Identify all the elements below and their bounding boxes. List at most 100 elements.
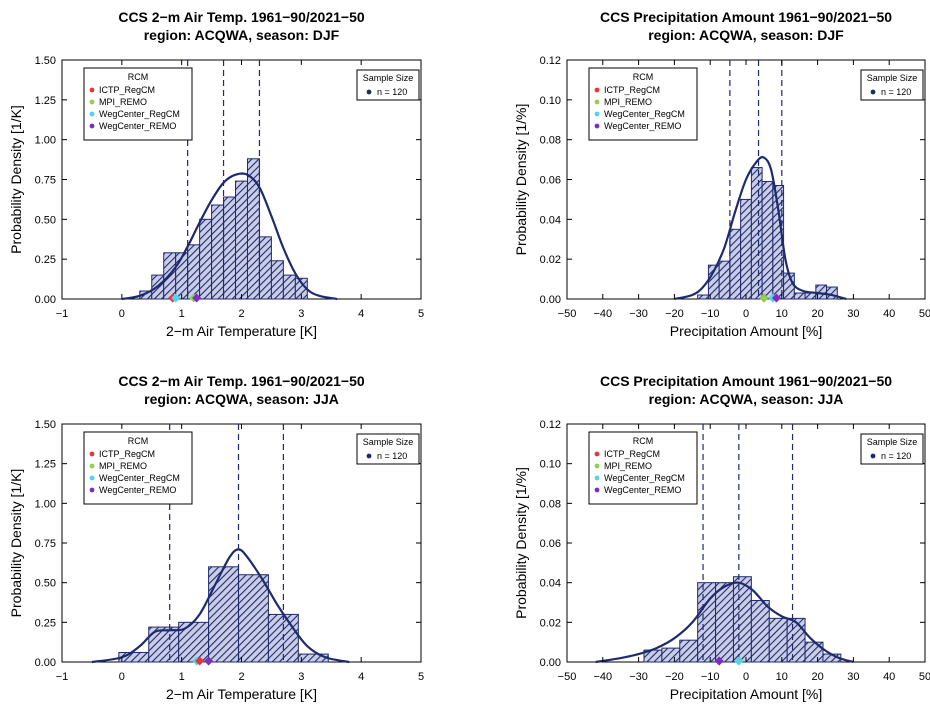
histogram-bar	[211, 204, 225, 300]
x-tick-label: −20	[665, 671, 684, 683]
x-tick-label: −10	[701, 671, 720, 683]
histogram-bar	[282, 274, 296, 300]
y-tick-label: 0.08	[540, 498, 561, 510]
x-tick-label: 30	[847, 671, 859, 683]
rcm-legend-dot	[89, 463, 95, 469]
sample-legend-entry: n = 120	[881, 87, 911, 97]
x-tick-label: 3	[298, 671, 304, 683]
histogram-bar	[826, 286, 838, 300]
y-tick-label: 1.25	[35, 95, 56, 107]
rcm-legend-entry: WegCenter_RegCM	[99, 473, 180, 483]
rcm-legend-dot	[89, 475, 95, 481]
x-tick-label: 20	[811, 671, 823, 683]
rcm-legend-dot	[89, 87, 95, 93]
rcm-legend-box	[588, 431, 698, 505]
histogram-bar	[297, 653, 329, 663]
histogram-bar	[661, 647, 681, 663]
x-tick-label: 4	[358, 671, 364, 683]
chart-title: CCS 2−m Air Temp. 1961−90/2021−50	[118, 9, 365, 25]
x-tick-label: −30	[629, 671, 648, 683]
histogram-bar	[223, 196, 237, 300]
x-tick-label: 50	[919, 671, 930, 683]
rcm-legend-title: RCM	[633, 436, 654, 446]
x-tick-label: 4	[358, 308, 364, 320]
y-tick-label: 0.10	[540, 95, 561, 107]
histogram-bar	[270, 260, 284, 300]
y-axis-label: Probability Density [1/K]	[8, 105, 24, 254]
x-tick-label: 30	[847, 308, 859, 320]
rcm-legend-entry: MPI_REMO	[99, 97, 147, 107]
histogram-bar	[750, 167, 763, 300]
rcm-legend-entry: WegCenter_REMO	[99, 121, 176, 131]
y-tick-label: 0.75	[35, 175, 56, 187]
y-axis-label: Probability Density [1/K]	[8, 469, 24, 618]
x-tick-label: −10	[701, 308, 720, 320]
sample-legend-entry: n = 120	[881, 451, 911, 461]
rcm-legend-entry: ICTP_RegCM	[604, 85, 660, 95]
rcm-legend-dot	[594, 99, 600, 105]
histogram-bar	[715, 582, 734, 663]
rcm-marker	[195, 656, 205, 666]
x-axis-label: Precipitation Amount [%]	[670, 686, 823, 702]
rcm-legend-dot	[89, 123, 95, 129]
rcm-marker	[714, 656, 724, 666]
rcm-legend-entry: MPI_REMO	[99, 461, 147, 471]
rcm-legend-entry: ICTP_RegCM	[99, 449, 155, 459]
histogram-bar	[246, 158, 260, 300]
sample-size-legend: Sample Size n = 120	[860, 69, 924, 101]
rcm-legend-box	[83, 67, 193, 141]
x-tick-label: 2	[238, 671, 244, 683]
sample-legend-title: Sample Size	[363, 73, 414, 83]
rcm-legend-title: RCM	[128, 72, 149, 82]
rcm-marker	[771, 293, 781, 303]
sample-legend-title: Sample Size	[867, 437, 918, 447]
y-axis-label: Probability Density [1/%]	[513, 104, 529, 256]
rcm-legend-dot	[89, 451, 95, 457]
rcm-marker	[759, 293, 769, 303]
sample-legend-dot	[870, 453, 876, 459]
y-tick-label: 0.25	[35, 254, 56, 266]
y-tick-label: 1.50	[35, 419, 56, 431]
rcm-legend-dot	[89, 99, 95, 105]
histogram-bar	[786, 617, 806, 663]
histogram-bar	[750, 600, 770, 663]
sample-size-legend: Sample Size n = 120	[356, 433, 420, 465]
x-tick-label: 5	[418, 308, 424, 320]
rcm-legend-entry: WegCenter_RegCM	[604, 109, 685, 119]
chart-panel-1: CCS 2−m Air Temp. 1961−90/2021−50 region:…	[8, 9, 424, 339]
x-tick-label: 0	[743, 671, 749, 683]
histogram-bar	[187, 244, 201, 300]
rcm-legend-entry: WegCenter_RegCM	[604, 473, 685, 483]
x-axis-label: 2−m Air Temperature [K]	[166, 323, 317, 339]
histogram-bar	[768, 617, 788, 663]
rcm-legend-entry: ICTP_RegCM	[99, 85, 155, 95]
rcm-legend: RCM ICTP_RegCM MPI_REMO WegCenter_RegCM WegC…	[588, 431, 698, 505]
x-tick-label: −30	[629, 308, 648, 320]
y-tick-label: 0.02	[540, 254, 561, 266]
rcm-legend-dot	[594, 451, 600, 457]
x-tick-label: −50	[558, 671, 577, 683]
x-tick-label: −20	[665, 308, 684, 320]
y-tick-label: 0.00	[540, 294, 561, 306]
chart-title: CCS Precipitation Amount 1961−90/2021−50	[600, 373, 892, 389]
y-tick-label: 0.50	[35, 214, 56, 226]
rcm-legend-dot	[89, 487, 95, 493]
y-tick-label: 0.00	[540, 657, 561, 669]
x-tick-label: 50	[919, 308, 930, 320]
sample-legend-box	[860, 69, 924, 101]
rcm-marker	[204, 656, 214, 666]
histogram-bar	[697, 294, 709, 300]
y-tick-label: 0.00	[35, 657, 56, 669]
histogram-bar	[258, 236, 272, 300]
histogram-bar	[199, 218, 213, 300]
y-tick-label: 0.10	[540, 459, 561, 471]
rcm-legend-dot	[594, 463, 600, 469]
x-tick-label: 0	[119, 308, 125, 320]
y-tick-label: 0.06	[540, 538, 561, 550]
kde-curve	[595, 581, 854, 664]
y-axis-label: Probability Density [1/%]	[513, 467, 529, 619]
histogram-bar	[238, 574, 269, 663]
sample-size-legend: Sample Size n = 120	[356, 69, 420, 101]
x-tick-label: 40	[883, 308, 895, 320]
